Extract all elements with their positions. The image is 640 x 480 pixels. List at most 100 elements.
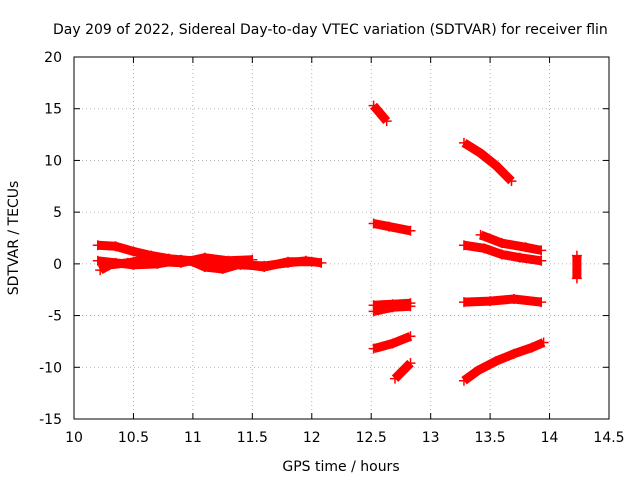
data-series xyxy=(92,100,582,386)
axis-ticks xyxy=(73,56,610,420)
series-band xyxy=(478,230,543,255)
data-point xyxy=(122,257,133,268)
data-point xyxy=(387,302,398,313)
data-point xyxy=(368,100,379,111)
data-point xyxy=(497,238,507,249)
data-point xyxy=(92,240,103,251)
series-band xyxy=(461,338,546,385)
data-point xyxy=(538,337,549,348)
series-band xyxy=(461,138,515,185)
series-arc-7 xyxy=(368,301,416,317)
data-point xyxy=(176,257,186,268)
y-tick-label: -10 xyxy=(39,360,62,376)
series-band xyxy=(370,102,391,125)
data-point xyxy=(571,273,582,284)
data-point xyxy=(520,242,531,253)
series-arc-4 xyxy=(368,100,392,127)
data-point xyxy=(217,264,228,275)
x-tick-label: 14.5 xyxy=(593,430,624,446)
data-point xyxy=(458,375,469,386)
data-point xyxy=(104,259,115,270)
grid xyxy=(74,57,609,419)
series-arc-12 xyxy=(475,229,547,256)
data-point xyxy=(199,261,210,272)
data-point xyxy=(306,256,317,267)
data-point xyxy=(526,342,537,353)
data-point xyxy=(110,241,121,252)
y-axis-label: SDTVAR / TECUs xyxy=(6,181,22,296)
data-point xyxy=(381,116,392,127)
series-arc-9 xyxy=(390,358,416,384)
data-point xyxy=(571,250,582,261)
y-tick-label: -5 xyxy=(48,309,62,325)
x-tick-label: 12.5 xyxy=(356,430,387,446)
data-point xyxy=(223,255,234,266)
series-arc-3 xyxy=(95,252,258,276)
series-band xyxy=(391,359,414,382)
data-point xyxy=(536,245,547,256)
series-arc-13 xyxy=(458,294,547,308)
data-point xyxy=(475,229,486,240)
data-point xyxy=(405,331,416,342)
data-point xyxy=(497,249,507,260)
data-point xyxy=(368,218,379,229)
plot-frame xyxy=(73,56,610,420)
series-band xyxy=(463,294,542,307)
tick-labels: 10 10.5 11 11.5 12 12.5 13 13.5 14 14.5 -15 -10 -5 0 5… xyxy=(39,50,624,446)
y-tick-label: -15 xyxy=(39,412,62,428)
data-point xyxy=(405,358,416,369)
data-point xyxy=(508,348,519,359)
data-point xyxy=(128,246,139,257)
series-arc-8 xyxy=(368,331,416,354)
data-point xyxy=(259,261,270,272)
x-axis-label: GPS time / hours xyxy=(282,459,399,475)
data-point xyxy=(508,294,519,305)
data-point xyxy=(491,356,502,367)
series-arc-5 xyxy=(368,218,416,236)
chart-title: Day 209 of 2022, Sidereal Day-to-day VTE… xyxy=(53,22,608,38)
series-arc-11 xyxy=(458,240,547,266)
data-point xyxy=(405,301,416,312)
data-point xyxy=(514,252,525,263)
data-point xyxy=(458,137,469,148)
data-point xyxy=(458,297,469,308)
y-tick-label: 5 xyxy=(53,205,62,221)
data-point xyxy=(316,257,327,268)
data-point xyxy=(247,254,258,265)
data-point xyxy=(485,296,496,307)
x-tick-label: 10.5 xyxy=(118,430,149,446)
x-tick-label: 13.5 xyxy=(475,430,506,446)
data-point xyxy=(405,225,416,236)
y-tick-label: 15 xyxy=(44,102,62,118)
data-point xyxy=(140,254,151,265)
y-tick-label: 10 xyxy=(44,153,62,169)
data-point xyxy=(506,176,517,187)
data-point xyxy=(387,338,398,349)
data-point xyxy=(92,255,103,266)
data-point xyxy=(491,160,502,171)
data-point xyxy=(479,243,490,254)
data-point xyxy=(536,297,547,308)
x-tick-label: 14 xyxy=(541,430,559,446)
data-point xyxy=(473,365,484,376)
x-tick-label: 11.5 xyxy=(237,430,268,446)
x-tick-label: 12 xyxy=(303,430,321,446)
x-tick-label: 11 xyxy=(184,430,202,446)
x-tick-label: 10 xyxy=(65,430,83,446)
x-tick-label: 13 xyxy=(422,430,440,446)
series-arc-14 xyxy=(458,337,549,386)
y-tick-label: 20 xyxy=(44,50,62,66)
data-point xyxy=(368,306,379,317)
data-point xyxy=(536,255,547,266)
data-point xyxy=(95,265,106,276)
data-point xyxy=(475,148,486,159)
data-point xyxy=(199,252,210,263)
data-point xyxy=(384,221,395,232)
data-point xyxy=(158,256,169,267)
data-point xyxy=(368,343,379,354)
data-point xyxy=(283,256,293,267)
y-tick-label: 0 xyxy=(53,257,62,273)
data-point xyxy=(458,240,469,251)
data-point xyxy=(390,373,400,384)
